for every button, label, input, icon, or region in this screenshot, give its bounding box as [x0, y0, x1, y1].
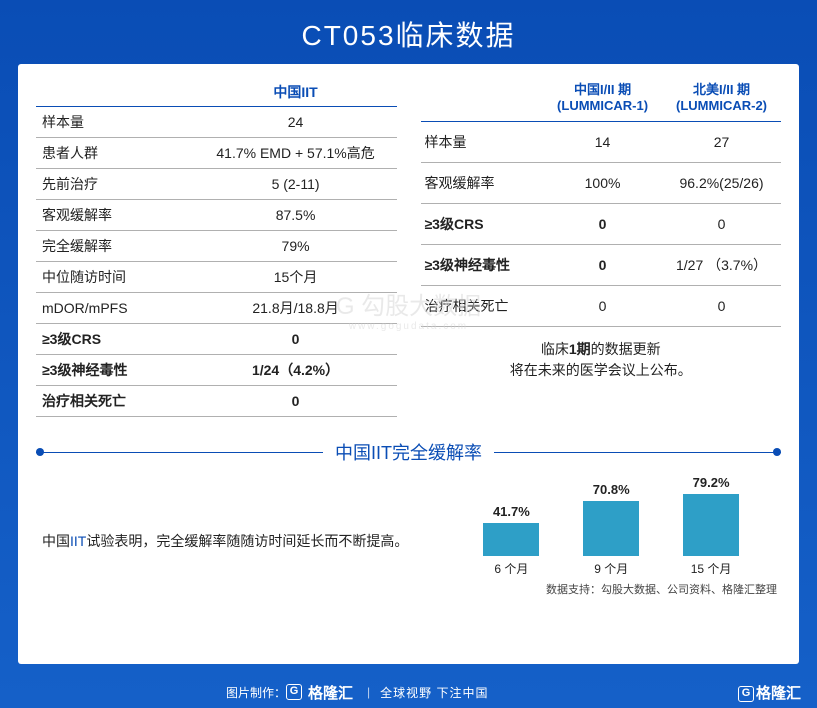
table-row: 完全缓解率79%: [36, 231, 397, 262]
row-label: 治疗相关死亡: [36, 386, 195, 417]
bar-group: 79.2% 15 个月: [683, 475, 739, 577]
row-value-2: 0: [662, 285, 781, 326]
footer-brand: 格隆汇: [308, 682, 353, 703]
table-row: 治疗相关死亡0: [36, 386, 397, 417]
row-value: 87.5%: [195, 200, 397, 231]
footer-separator: |: [367, 685, 370, 699]
footer-right-brand: G格隆汇: [738, 682, 801, 703]
row-value: 0: [195, 324, 397, 355]
table-row: 客观缓解率100%96.2%(25/26): [421, 162, 782, 203]
divider-dot-icon: [36, 448, 44, 456]
row-label: ≥3级CRS: [421, 203, 544, 244]
row-value: 24: [195, 107, 397, 138]
right-table-wrap: 中国I/II 期 (LUMMICAR-1) 北美I/II 期 (LUMMICAR…: [421, 78, 782, 417]
footer-bar: 图片制作： G 格隆汇 | 全球视野 下注中国 G格隆汇: [0, 676, 817, 708]
bar-group: 41.7% 6 个月: [483, 504, 539, 577]
brand-logo-icon: G: [286, 684, 302, 700]
row-value-2: 27: [662, 121, 781, 162]
tables-row: 中国IIT 样本量24患者人群41.7% EMD + 57.1%高危先前治疗5 …: [36, 78, 781, 417]
right-table-note: 临床1期的数据更新 将在未来的医学会议上公布。: [421, 327, 782, 381]
table-row: mDOR/mPFS21.8月/18.8月: [36, 293, 397, 324]
row-value: 21.8月/18.8月: [195, 293, 397, 324]
col-lummicar2: 北美I/II 期 (LUMMICAR-2): [662, 78, 781, 121]
row-value-2: 96.2%(25/26): [662, 162, 781, 203]
footer-slogan: 全球视野 下注中国: [380, 684, 488, 701]
row-label: mDOR/mPFS: [36, 293, 195, 324]
bar-chart: 41.7% 6 个月 70.8% 9 个月 79.2% 15 个月 数据支持：勾股大数据、…: [441, 477, 781, 607]
table-row: ≥3级CRS00: [421, 203, 782, 244]
row-value-1: 100%: [543, 162, 662, 203]
row-label: 中位随访时间: [36, 262, 195, 293]
bar-category-label: 6 个月: [494, 560, 528, 577]
row-label: 样本量: [421, 121, 544, 162]
china-iit-table: 中国IIT 样本量24患者人群41.7% EMD + 57.1%高危先前治疗5 …: [36, 78, 397, 417]
table-row: ≥3级神经毒性01/27 （3.7%）: [421, 244, 782, 285]
table-row: ≥3级CRS0: [36, 324, 397, 355]
bar-category-label: 9 个月: [594, 560, 628, 577]
row-label: ≥3级神经毒性: [421, 244, 544, 285]
col-lummicar1: 中国I/II 期 (LUMMICAR-1): [543, 78, 662, 121]
row-value: 79%: [195, 231, 397, 262]
row-value-2: 1/27 （3.7%）: [662, 244, 781, 285]
col-china-iit: 中国IIT: [195, 78, 397, 107]
bar-value-label: 70.8%: [593, 482, 630, 497]
row-value-2: 0: [662, 203, 781, 244]
bar: [583, 501, 639, 556]
row-label: 先前治疗: [36, 169, 195, 200]
row-label: ≥3级CRS: [36, 324, 195, 355]
content-card: G 勾股大数据 www.gogudata.com 中国IIT 样本量24患者人群…: [18, 64, 799, 664]
col-label: [421, 78, 544, 121]
lummicar-table: 中国I/II 期 (LUMMICAR-1) 北美I/II 期 (LUMMICAR…: [421, 78, 782, 327]
bar: [683, 494, 739, 556]
row-value: 1/24（4.2%）: [195, 355, 397, 386]
table-row: 治疗相关死亡00: [421, 285, 782, 326]
table-row: 客观缓解率87.5%: [36, 200, 397, 231]
table-row: 先前治疗5 (2-11): [36, 169, 397, 200]
table-row: 样本量1427: [421, 121, 782, 162]
bar-group: 70.8% 9 个月: [583, 482, 639, 577]
bar-value-label: 79.2%: [693, 475, 730, 490]
data-source: 数据支持：勾股大数据、公司资料、格隆汇整理: [441, 581, 781, 597]
brand-logo-icon: G: [738, 686, 754, 702]
bottom-section: 中国IIT试验表明，完全缓解率随随访时间延长而不断提高。 41.7% 6 个月 70…: [36, 477, 781, 607]
row-label: 完全缓解率: [36, 231, 195, 262]
row-label: 客观缓解率: [421, 162, 544, 203]
table-row: ≥3级神经毒性1/24（4.2%）: [36, 355, 397, 386]
section-divider: 中国IIT完全缓解率: [36, 439, 781, 465]
table-row: 样本量24: [36, 107, 397, 138]
bottom-description: 中国IIT试验表明，完全缓解率随随访时间延长而不断提高。: [36, 530, 421, 554]
row-label: 患者人群: [36, 138, 195, 169]
col-label: [36, 78, 195, 107]
row-value-1: 0: [543, 203, 662, 244]
row-value-1: 14: [543, 121, 662, 162]
row-value: 41.7% EMD + 57.1%高危: [195, 138, 397, 169]
table-row: 中位随访时间15个月: [36, 262, 397, 293]
divider-dot-icon: [773, 448, 781, 456]
table-row: 患者人群41.7% EMD + 57.1%高危: [36, 138, 397, 169]
row-label: 治疗相关死亡: [421, 285, 544, 326]
slide-container: CT053临床数据 G 勾股大数据 www.gogudata.com 中国IIT…: [0, 0, 817, 708]
bar-value-label: 41.7%: [493, 504, 530, 519]
row-value: 0: [195, 386, 397, 417]
row-value-1: 0: [543, 285, 662, 326]
page-title: CT053临床数据: [0, 0, 817, 64]
left-table-wrap: 中国IIT 样本量24患者人群41.7% EMD + 57.1%高危先前治疗5 …: [36, 78, 397, 417]
footer-maker-label: 图片制作：: [226, 684, 286, 701]
row-label: 客观缓解率: [36, 200, 195, 231]
row-value: 5 (2-11): [195, 169, 397, 200]
section-title: 中国IIT完全缓解率: [323, 439, 494, 465]
row-value: 15个月: [195, 262, 397, 293]
bar: [483, 523, 539, 556]
row-label: 样本量: [36, 107, 195, 138]
row-label: ≥3级神经毒性: [36, 355, 195, 386]
bar-category-label: 15 个月: [691, 560, 732, 577]
row-value-1: 0: [543, 244, 662, 285]
